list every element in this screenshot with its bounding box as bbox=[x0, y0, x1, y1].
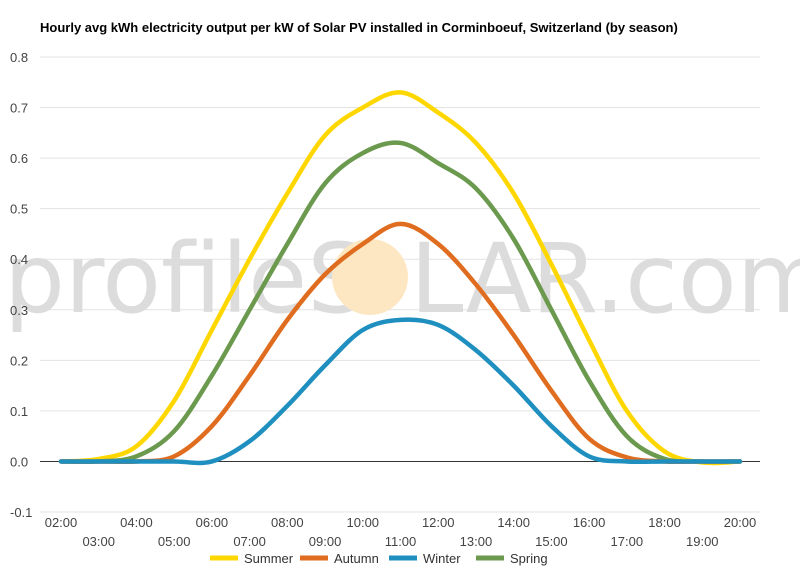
x-tick-label: 04:00 bbox=[120, 515, 153, 530]
watermark-text-right: LAR.com bbox=[410, 223, 800, 335]
x-tick-label: 14:00 bbox=[497, 515, 530, 530]
x-axis-ticks: 02:00 03:00 04:00 05:00 06:00 07:00 08:00 09:00… bbox=[45, 515, 757, 549]
y-axis-ticks: -0.1 0.0 0.1 0.2 0.3 0.4 0.5 0.6 0.7 0.8 bbox=[10, 50, 32, 520]
watermark-text-left: profileS bbox=[4, 223, 368, 335]
x-tick-label: 15:00 bbox=[535, 534, 568, 549]
y-tick-label: 0.3 bbox=[10, 303, 28, 318]
y-tick-label: 0.0 bbox=[10, 454, 28, 469]
grid-lines bbox=[40, 56, 760, 513]
x-tick-label: 20:00 bbox=[724, 515, 757, 530]
x-tick-label: 16:00 bbox=[573, 515, 606, 530]
x-tick-label: 05:00 bbox=[158, 534, 191, 549]
x-tick-label: 09:00 bbox=[309, 534, 342, 549]
y-tick-label: 0.1 bbox=[10, 404, 28, 419]
x-tick-label: 08:00 bbox=[271, 515, 304, 530]
x-tick-label: 18:00 bbox=[648, 515, 681, 530]
x-tick-label: 13:00 bbox=[460, 534, 493, 549]
x-tick-label: 19:00 bbox=[686, 534, 719, 549]
x-tick-label: 02:00 bbox=[45, 515, 78, 530]
legend: Summer Autumn Winter Spring bbox=[210, 551, 548, 566]
y-tick-label: 0.5 bbox=[10, 202, 28, 217]
y-tick-label: -0.1 bbox=[10, 505, 32, 520]
x-tick-label: 11:00 bbox=[385, 534, 417, 549]
x-tick-label: 12:00 bbox=[422, 515, 455, 530]
series-line-winter bbox=[58, 317, 743, 466]
x-tick-label: 06:00 bbox=[196, 515, 229, 530]
y-tick-label: 0.8 bbox=[10, 50, 28, 65]
series-lines bbox=[58, 90, 743, 466]
y-tick-label: 0.4 bbox=[10, 252, 28, 267]
x-tick-label: 10:00 bbox=[347, 515, 380, 530]
y-tick-label: 0.6 bbox=[10, 151, 28, 166]
watermark-sun-icon bbox=[332, 239, 408, 315]
series-line-summer bbox=[58, 90, 743, 466]
legend-label-autumn: Autumn bbox=[334, 551, 379, 566]
watermark: profileS LAR.com bbox=[4, 223, 800, 335]
x-tick-label: 17:00 bbox=[611, 534, 644, 549]
x-tick-label: 03:00 bbox=[82, 534, 115, 549]
y-tick-label: 0.2 bbox=[10, 353, 28, 368]
legend-label-summer: Summer bbox=[244, 551, 294, 566]
legend-label-winter: Winter bbox=[423, 551, 461, 566]
legend-label-spring: Spring bbox=[510, 551, 548, 566]
series-line-autumn bbox=[58, 221, 743, 465]
series-line-spring bbox=[58, 140, 743, 465]
chart-title: Hourly avg kWh electricity output per kW… bbox=[40, 20, 678, 35]
x-tick-label: 07:00 bbox=[233, 534, 266, 549]
y-tick-label: 0.7 bbox=[10, 101, 28, 116]
